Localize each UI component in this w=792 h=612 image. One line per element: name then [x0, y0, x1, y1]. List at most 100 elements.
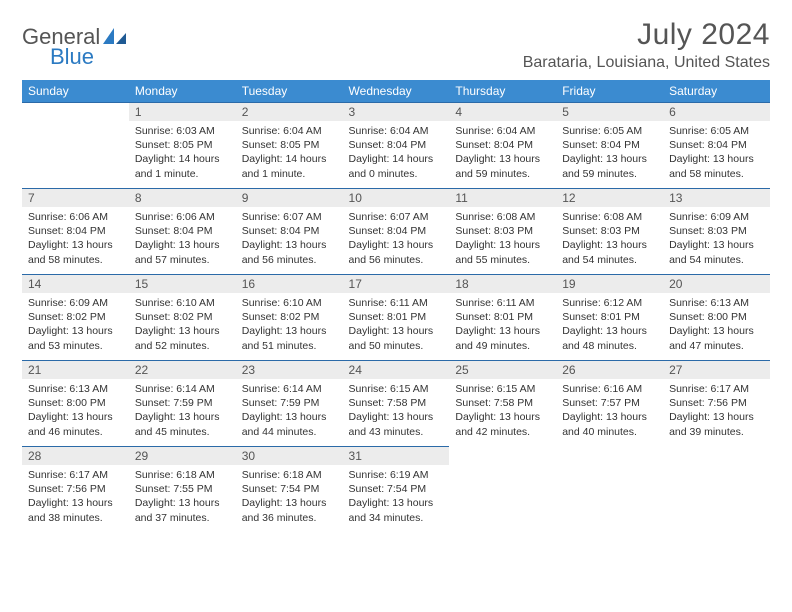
calendar-cell: 8Sunrise: 6:06 AMSunset: 8:04 PMDaylight…: [129, 188, 236, 274]
sunrise-text: Sunrise: 6:17 AM: [28, 468, 123, 482]
sunset-text: Sunset: 8:04 PM: [455, 138, 550, 152]
daylight-line1: Daylight: 13 hours: [669, 238, 764, 252]
daylight-line1: Daylight: 13 hours: [242, 324, 337, 338]
day-number: 15: [129, 274, 236, 293]
sunset-text: Sunset: 8:04 PM: [135, 224, 230, 238]
calendar-week-row: 21Sunrise: 6:13 AMSunset: 8:00 PMDayligh…: [22, 360, 770, 446]
daylight-line1: Daylight: 13 hours: [135, 496, 230, 510]
daylight-line1: Daylight: 13 hours: [455, 238, 550, 252]
daylight-line2: and 49 minutes.: [455, 339, 550, 353]
calendar-cell: 3Sunrise: 6:04 AMSunset: 8:04 PMDaylight…: [343, 102, 450, 188]
sunset-text: Sunset: 8:04 PM: [349, 224, 444, 238]
sunset-text: Sunset: 7:56 PM: [669, 396, 764, 410]
day-content: Sunrise: 6:09 AMSunset: 8:02 PMDaylight:…: [22, 293, 129, 359]
daylight-line1: Daylight: 13 hours: [562, 238, 657, 252]
calendar-cell: 25Sunrise: 6:15 AMSunset: 7:58 PMDayligh…: [449, 360, 556, 446]
sunset-text: Sunset: 8:04 PM: [562, 138, 657, 152]
calendar-cell: 21Sunrise: 6:13 AMSunset: 8:00 PMDayligh…: [22, 360, 129, 446]
location-text: Barataria, Louisiana, United States: [523, 54, 770, 72]
sunset-text: Sunset: 8:04 PM: [28, 224, 123, 238]
calendar-cell: 7Sunrise: 6:06 AMSunset: 8:04 PMDaylight…: [22, 188, 129, 274]
daylight-line2: and 56 minutes.: [349, 253, 444, 267]
daylight-line2: and 42 minutes.: [455, 425, 550, 439]
sunset-text: Sunset: 7:57 PM: [562, 396, 657, 410]
daylight-line2: and 59 minutes.: [562, 167, 657, 181]
weekday-header: Saturday: [663, 80, 770, 102]
sunrise-text: Sunrise: 6:04 AM: [455, 124, 550, 138]
sunrise-text: Sunrise: 6:15 AM: [455, 382, 550, 396]
day-number: 19: [556, 274, 663, 293]
day-number: 5: [556, 102, 663, 121]
calendar-cell: 12Sunrise: 6:08 AMSunset: 8:03 PMDayligh…: [556, 188, 663, 274]
sunset-text: Sunset: 7:55 PM: [135, 482, 230, 496]
calendar-cell: 19Sunrise: 6:12 AMSunset: 8:01 PMDayligh…: [556, 274, 663, 360]
sunrise-text: Sunrise: 6:13 AM: [669, 296, 764, 310]
daylight-line1: Daylight: 13 hours: [28, 410, 123, 424]
daylight-line1: Daylight: 13 hours: [669, 324, 764, 338]
day-number: 26: [556, 360, 663, 379]
day-number: 24: [343, 360, 450, 379]
sunrise-text: Sunrise: 6:05 AM: [562, 124, 657, 138]
day-content: Sunrise: 6:04 AMSunset: 8:05 PMDaylight:…: [236, 121, 343, 187]
sunrise-text: Sunrise: 6:18 AM: [242, 468, 337, 482]
daylight-line1: Daylight: 13 hours: [28, 238, 123, 252]
calendar-cell: 22Sunrise: 6:14 AMSunset: 7:59 PMDayligh…: [129, 360, 236, 446]
day-content: Sunrise: 6:11 AMSunset: 8:01 PMDaylight:…: [449, 293, 556, 359]
daylight-line1: Daylight: 13 hours: [135, 238, 230, 252]
day-number: 7: [22, 188, 129, 207]
calendar-table: SundayMondayTuesdayWednesdayThursdayFrid…: [22, 80, 770, 532]
calendar-cell: 28Sunrise: 6:17 AMSunset: 7:56 PMDayligh…: [22, 446, 129, 532]
day-number: 4: [449, 102, 556, 121]
daylight-line2: and 1 minute.: [242, 167, 337, 181]
daylight-line1: Daylight: 14 hours: [135, 152, 230, 166]
brand-logo: GeneralBlue: [22, 24, 128, 70]
empty-day: [22, 102, 129, 120]
daylight-line1: Daylight: 13 hours: [349, 410, 444, 424]
calendar-cell: 14Sunrise: 6:09 AMSunset: 8:02 PMDayligh…: [22, 274, 129, 360]
sunset-text: Sunset: 8:00 PM: [28, 396, 123, 410]
month-title: July 2024: [523, 18, 770, 52]
day-content: Sunrise: 6:06 AMSunset: 8:04 PMDaylight:…: [22, 207, 129, 273]
sunset-text: Sunset: 8:01 PM: [349, 310, 444, 324]
calendar-cell: 24Sunrise: 6:15 AMSunset: 7:58 PMDayligh…: [343, 360, 450, 446]
sunrise-text: Sunrise: 6:11 AM: [455, 296, 550, 310]
day-content: Sunrise: 6:14 AMSunset: 7:59 PMDaylight:…: [129, 379, 236, 445]
day-number: 30: [236, 446, 343, 465]
calendar-cell: 31Sunrise: 6:19 AMSunset: 7:54 PMDayligh…: [343, 446, 450, 532]
empty-day: [556, 446, 663, 464]
sunset-text: Sunset: 8:04 PM: [349, 138, 444, 152]
day-content: Sunrise: 6:18 AMSunset: 7:55 PMDaylight:…: [129, 465, 236, 531]
day-content: Sunrise: 6:12 AMSunset: 8:01 PMDaylight:…: [556, 293, 663, 359]
day-number: 9: [236, 188, 343, 207]
weekday-header: Sunday: [22, 80, 129, 102]
calendar-cell: 18Sunrise: 6:11 AMSunset: 8:01 PMDayligh…: [449, 274, 556, 360]
sunrise-text: Sunrise: 6:09 AM: [669, 210, 764, 224]
daylight-line1: Daylight: 13 hours: [562, 410, 657, 424]
day-content: Sunrise: 6:04 AMSunset: 8:04 PMDaylight:…: [449, 121, 556, 187]
calendar-cell: 6Sunrise: 6:05 AMSunset: 8:04 PMDaylight…: [663, 102, 770, 188]
daylight-line2: and 58 minutes.: [28, 253, 123, 267]
sunrise-text: Sunrise: 6:06 AM: [28, 210, 123, 224]
sunset-text: Sunset: 7:54 PM: [242, 482, 337, 496]
daylight-line2: and 38 minutes.: [28, 511, 123, 525]
sunrise-text: Sunrise: 6:16 AM: [562, 382, 657, 396]
daylight-line1: Daylight: 13 hours: [28, 496, 123, 510]
day-content: Sunrise: 6:11 AMSunset: 8:01 PMDaylight:…: [343, 293, 450, 359]
calendar-cell: 16Sunrise: 6:10 AMSunset: 8:02 PMDayligh…: [236, 274, 343, 360]
day-content: Sunrise: 6:09 AMSunset: 8:03 PMDaylight:…: [663, 207, 770, 273]
day-number: 23: [236, 360, 343, 379]
day-number: 27: [663, 360, 770, 379]
day-number: 13: [663, 188, 770, 207]
day-content: Sunrise: 6:17 AMSunset: 7:56 PMDaylight:…: [663, 379, 770, 445]
daylight-line1: Daylight: 14 hours: [349, 152, 444, 166]
weekday-header: Monday: [129, 80, 236, 102]
daylight-line1: Daylight: 13 hours: [562, 152, 657, 166]
day-content: Sunrise: 6:07 AMSunset: 8:04 PMDaylight:…: [343, 207, 450, 273]
daylight-line1: Daylight: 13 hours: [135, 324, 230, 338]
calendar-week-row: 1Sunrise: 6:03 AMSunset: 8:05 PMDaylight…: [22, 102, 770, 188]
sunrise-text: Sunrise: 6:11 AM: [349, 296, 444, 310]
title-block: July 2024 Barataria, Louisiana, United S…: [523, 18, 770, 72]
day-content: Sunrise: 6:15 AMSunset: 7:58 PMDaylight:…: [343, 379, 450, 445]
sunset-text: Sunset: 8:05 PM: [135, 138, 230, 152]
day-content: Sunrise: 6:16 AMSunset: 7:57 PMDaylight:…: [556, 379, 663, 445]
